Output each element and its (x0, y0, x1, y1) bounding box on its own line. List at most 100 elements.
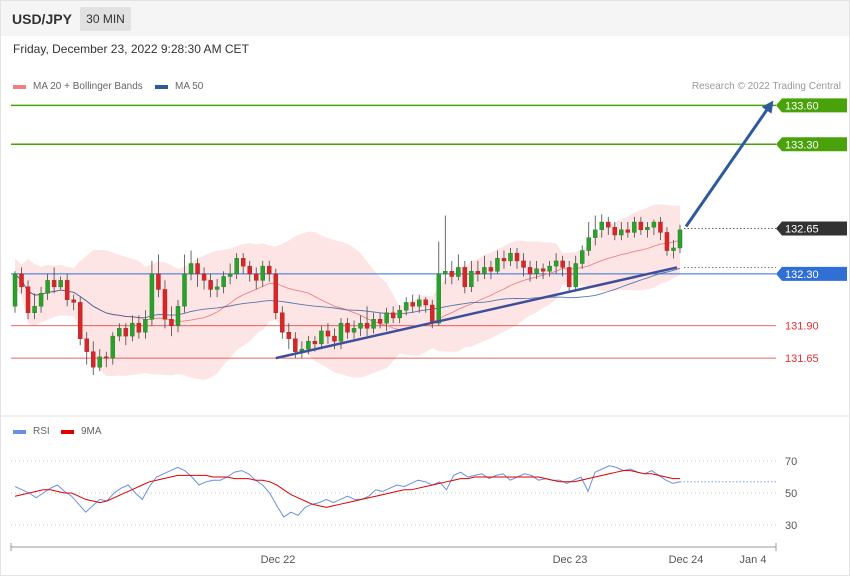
candle-body (240, 258, 246, 267)
ma50-label: MA 50 (175, 81, 204, 92)
legend-rsi: RSI (13, 426, 50, 437)
candle-body (136, 322, 142, 333)
current-price-tag (776, 221, 847, 236)
candle-body (77, 302, 83, 339)
rsi-label: RSI (33, 426, 50, 437)
candle-body (110, 335, 116, 359)
ma50-swatch (155, 84, 168, 89)
x-tick-label: Dec 23 (553, 554, 588, 566)
x-tick-label: Dec 24 (669, 554, 704, 566)
candle-body (527, 267, 533, 275)
candle-body (32, 306, 37, 313)
candle-body (104, 356, 109, 359)
candle-body (84, 338, 89, 352)
candle-body (71, 299, 76, 303)
symbol-title: USD/JPY (12, 11, 72, 27)
candle-body (488, 267, 494, 272)
candle-body (234, 258, 239, 275)
candle-body (534, 268, 539, 275)
timestamp: Friday, December 23, 2022 9:28:30 AM CET (13, 42, 249, 56)
level-label-131-90: 131.90 (785, 321, 819, 333)
level-label-133-30: 133.30 (785, 139, 819, 151)
candle-body (625, 229, 631, 233)
level-tag-133-60 (776, 98, 847, 113)
candle-body (64, 280, 70, 301)
candle-body (214, 286, 220, 290)
candle-body (397, 309, 402, 319)
candle-body (664, 232, 670, 251)
candle-body (58, 280, 63, 288)
candle-body (547, 265, 552, 272)
candle-body (319, 330, 324, 345)
candle-body (423, 299, 428, 306)
candle-body (456, 267, 461, 277)
ma20-label: MA 20 + Bollinger Bands (33, 81, 143, 92)
timeframe-button[interactable]: 30 MIN (80, 7, 131, 31)
candle-body (325, 330, 331, 337)
candle-body (182, 273, 187, 307)
candle-body (573, 263, 578, 288)
candle-body (351, 328, 357, 333)
ma9-swatch (61, 429, 74, 434)
candle-body (416, 299, 422, 307)
candle-body (599, 221, 604, 231)
candle-body (606, 221, 611, 228)
candle-body (677, 229, 683, 249)
candle-body (436, 273, 441, 324)
candle-body (403, 302, 409, 311)
candle-body (384, 312, 389, 324)
candle-body (130, 322, 135, 337)
candle-body (12, 273, 18, 307)
candle-body (221, 276, 226, 288)
rsi-swatch (13, 429, 26, 434)
candle-body (338, 322, 344, 342)
candle-body (117, 328, 122, 337)
candle-body (227, 273, 233, 277)
x-tick-label: Dec 22 (261, 554, 296, 566)
9ma-line (14, 470, 680, 508)
candle-body (293, 338, 298, 352)
legend-ma50: MA 50 (155, 81, 203, 92)
candle-body (586, 237, 591, 251)
level-label-133-60: 133.60 (785, 100, 819, 112)
candle-body (208, 280, 213, 290)
candle-body (645, 227, 650, 231)
candle-body (123, 328, 129, 337)
candle-body (566, 267, 572, 288)
level-labels: 133.60 133.30 132.30 131.90 131.65 132.65 (776, 98, 847, 365)
candle-body (658, 221, 663, 233)
candle-body (593, 229, 598, 238)
candle-body (195, 263, 200, 275)
candle-body (521, 260, 526, 268)
candle-body (188, 263, 194, 275)
current-price-label: 132.65 (785, 224, 819, 236)
candle-body (619, 229, 624, 236)
candle-body (156, 273, 161, 290)
candle-body (267, 265, 272, 275)
candle-body (364, 322, 370, 329)
candle-body (390, 312, 396, 319)
candle-body (371, 319, 376, 329)
candle-body (312, 341, 318, 345)
candle-body (306, 341, 311, 350)
candle-body (175, 306, 181, 326)
candle-body (169, 319, 174, 326)
candle-body (97, 356, 102, 368)
level-tag-133-30 (776, 137, 847, 152)
copyright-text: Research © 2022 Trading Central (691, 81, 841, 92)
candle-body (540, 268, 546, 272)
candle-body (632, 221, 637, 233)
candle-body (638, 221, 644, 231)
candle-body (475, 271, 481, 275)
candle-body (51, 280, 57, 288)
candle-body (508, 252, 513, 262)
candle-body (254, 273, 259, 281)
trend-arrow (684, 100, 774, 228)
candle-body (612, 227, 618, 236)
rsi-tick-30: 30 (785, 520, 797, 532)
candle-body (162, 289, 168, 320)
bollinger-band-area (15, 204, 680, 380)
candle-body (443, 271, 448, 275)
candle-body (38, 293, 44, 307)
